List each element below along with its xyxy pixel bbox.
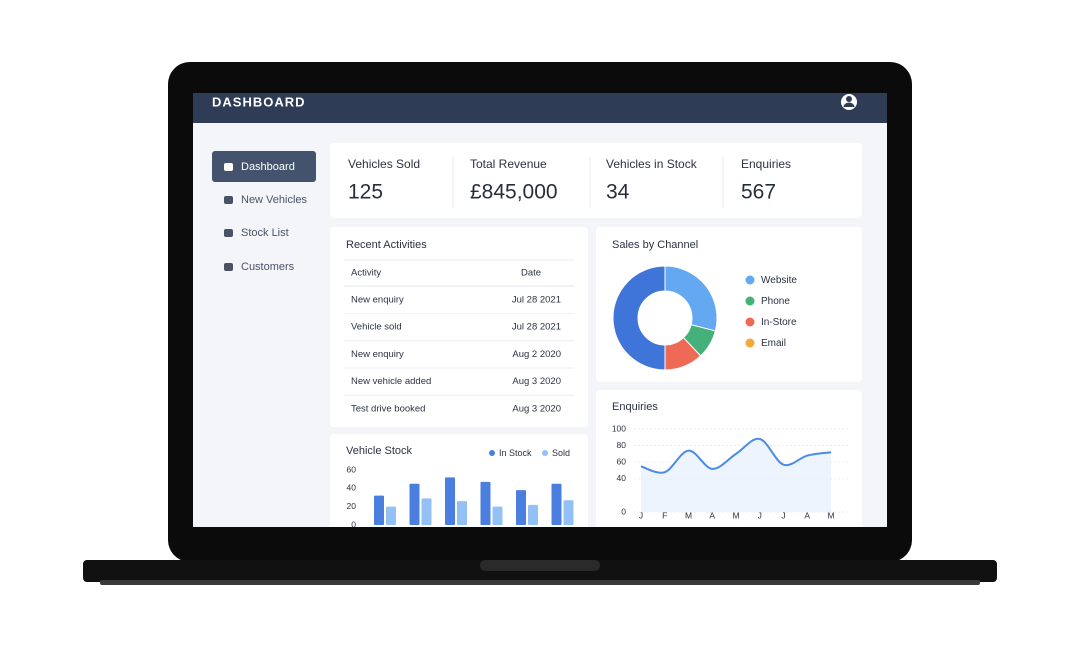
y-tick-label: 80 bbox=[617, 440, 627, 450]
nav-item[interactable]: Dashboard bbox=[241, 161, 295, 173]
x-tick-label: M bbox=[685, 510, 692, 520]
cell: Jul 28 2021 bbox=[512, 322, 561, 333]
bar bbox=[457, 501, 467, 525]
y-tick-label: 0 bbox=[621, 506, 626, 516]
cell: New enquiry bbox=[351, 349, 404, 360]
legend-swatch bbox=[745, 317, 755, 327]
avatar-head bbox=[846, 96, 852, 102]
column-header: Activity bbox=[351, 268, 381, 279]
stat-label: Vehicles in Stock bbox=[606, 157, 698, 171]
y-tick-label: 40 bbox=[617, 473, 627, 483]
x-tick-label: J bbox=[781, 510, 785, 520]
cell: Jul 28 2021 bbox=[512, 295, 561, 306]
cell: Aug 3 2020 bbox=[512, 376, 561, 387]
bar bbox=[492, 506, 503, 525]
legend-label: In-Store bbox=[761, 317, 797, 328]
x-tick-label: M bbox=[827, 510, 834, 520]
cell: New vehicle added bbox=[351, 376, 431, 387]
x-tick-label: J bbox=[639, 510, 643, 520]
cell: Test drive booked bbox=[351, 403, 425, 414]
x-tick-label: F bbox=[662, 510, 667, 520]
nav-icon bbox=[224, 196, 233, 204]
cell: New enquiry bbox=[351, 295, 404, 306]
bar bbox=[445, 477, 455, 525]
legend-swatch bbox=[745, 275, 755, 285]
nav-icon bbox=[224, 229, 233, 237]
card-title: Recent Activities bbox=[346, 239, 427, 251]
activities-card bbox=[330, 227, 588, 427]
nav-item[interactable]: Stock List bbox=[241, 227, 289, 239]
stats-card bbox=[330, 143, 862, 218]
bar bbox=[386, 506, 396, 525]
y-tick-label: 0 bbox=[351, 519, 356, 529]
stat-value: 125 bbox=[348, 181, 383, 204]
column-header: Date bbox=[521, 268, 541, 279]
line bbox=[640, 437, 832, 474]
legend-swatch bbox=[542, 450, 548, 456]
x-tick-label: A bbox=[804, 510, 810, 520]
header-title: DASHBOARD bbox=[212, 94, 306, 109]
line-area bbox=[641, 438, 831, 512]
stat-label: Vehicles Sold bbox=[348, 157, 420, 171]
cell: Vehicle sold bbox=[351, 322, 402, 333]
legend-swatch bbox=[745, 296, 755, 306]
screen: DASHBOARD Dashboard New Vehicles Stock Lis… bbox=[193, 93, 887, 529]
nav-icon bbox=[224, 263, 233, 271]
stat-label: Total Revenue bbox=[470, 157, 547, 171]
bar bbox=[516, 490, 526, 525]
legend-label: In Stock bbox=[499, 448, 532, 458]
y-tick-label: 100 bbox=[612, 423, 626, 433]
top-bar bbox=[193, 93, 887, 123]
legend-swatch bbox=[489, 450, 495, 456]
bar bbox=[480, 481, 491, 525]
laptop-notch bbox=[480, 560, 600, 571]
y-tick-label: 40 bbox=[347, 483, 357, 493]
pie-slice bbox=[612, 265, 666, 371]
bar bbox=[551, 483, 562, 525]
bar bbox=[563, 500, 574, 525]
y-tick-label: 60 bbox=[617, 456, 627, 466]
nav-item[interactable]: New Vehicles bbox=[241, 194, 308, 206]
legend-label: Email bbox=[761, 338, 786, 349]
nav-icon bbox=[224, 163, 233, 171]
card-title: Vehicle Stock bbox=[346, 445, 413, 457]
legend-label: Sold bbox=[552, 448, 570, 458]
nav-item[interactable]: Customers bbox=[241, 261, 295, 273]
stat-value: 34 bbox=[606, 181, 630, 204]
bar bbox=[421, 498, 432, 525]
bar bbox=[528, 504, 538, 525]
laptop-base-edge bbox=[100, 580, 980, 585]
avatar-body bbox=[843, 102, 855, 107]
y-tick-label: 60 bbox=[347, 464, 357, 474]
cell: Aug 2 2020 bbox=[512, 349, 561, 360]
cell: Aug 3 2020 bbox=[512, 403, 561, 414]
bar bbox=[409, 483, 420, 525]
card-title: Sales by Channel bbox=[612, 239, 698, 251]
y-tick-label: 20 bbox=[347, 501, 357, 511]
legend-label: Website bbox=[761, 275, 797, 286]
stat-label: Enquiries bbox=[741, 157, 791, 171]
x-tick-label: J bbox=[758, 510, 762, 520]
bar bbox=[374, 495, 384, 525]
stat-value: 567 bbox=[741, 181, 776, 204]
x-tick-label: M bbox=[732, 510, 739, 520]
card-title: Enquiries bbox=[612, 401, 658, 413]
nav-active-bg bbox=[212, 151, 316, 182]
stat-value: £845,000 bbox=[470, 181, 558, 204]
x-tick-label: A bbox=[709, 510, 715, 520]
legend-label: Phone bbox=[761, 296, 790, 307]
legend-swatch bbox=[745, 338, 755, 348]
